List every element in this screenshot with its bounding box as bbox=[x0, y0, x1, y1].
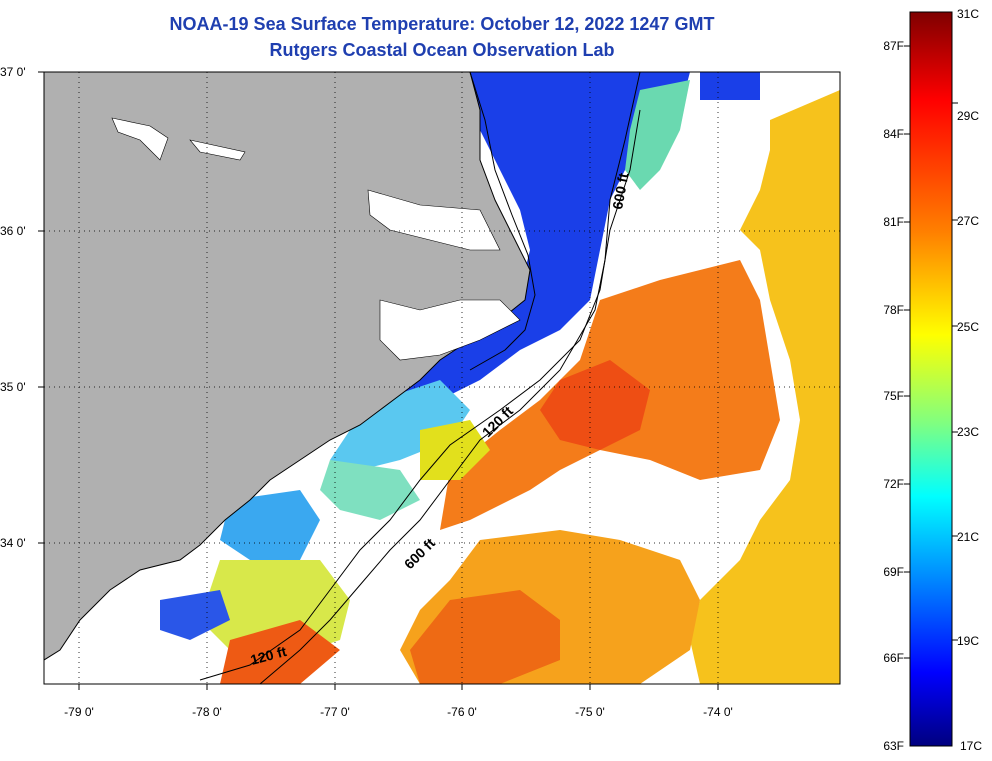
inland-water bbox=[111, 117, 521, 361]
colorbar-c-25: 25C bbox=[957, 320, 979, 334]
lat-label-36: 36 0' bbox=[0, 224, 26, 238]
colorbar-c-27: 27C bbox=[957, 214, 979, 228]
colorbar-c-23: 23C bbox=[957, 425, 979, 439]
colorbar-c-17: 17C bbox=[960, 739, 982, 753]
colorbar bbox=[909, 11, 953, 747]
colorbar-f-72: 72F bbox=[883, 477, 904, 491]
colorbar-c-29: 29C bbox=[957, 109, 979, 123]
colorbar-f-87: 87F bbox=[883, 39, 904, 53]
colorbar-f-84: 84F bbox=[883, 127, 904, 141]
lon-label-74: -74 0' bbox=[703, 705, 733, 719]
lat-label-34: 34 0' bbox=[0, 536, 26, 550]
map-subtitle: Rutgers Coastal Ocean Observation Lab bbox=[269, 40, 615, 60]
colorbar-f-75: 75F bbox=[883, 389, 904, 403]
map-panel: 600 ft 120 ft 600 ft 120 ft bbox=[44, 72, 840, 684]
lon-label-78: -78 0' bbox=[192, 705, 222, 719]
colorbar-c-21: 21C bbox=[957, 530, 979, 544]
lat-label-35: 35 0' bbox=[0, 380, 26, 394]
frame-ticks bbox=[38, 71, 719, 690]
map-frame bbox=[43, 71, 841, 685]
gridlines bbox=[44, 72, 840, 684]
colorbar-c-19: 19C bbox=[957, 634, 979, 648]
colorbar-f-66: 66F bbox=[883, 651, 904, 665]
colorbar-f-78: 78F bbox=[883, 303, 904, 317]
colorbar-f-81: 81F bbox=[883, 215, 904, 229]
lon-label-77: -77 0' bbox=[320, 705, 350, 719]
lon-label-79: -79 0' bbox=[64, 705, 94, 719]
lon-label-76: -76 0' bbox=[447, 705, 477, 719]
lon-label-75: -75 0' bbox=[575, 705, 605, 719]
isobath-label-600-north: 600 ft bbox=[609, 171, 631, 210]
colorbar-f-69: 69F bbox=[883, 565, 904, 579]
lat-label-37: 37 0' bbox=[0, 65, 26, 79]
colorbar-ticks bbox=[904, 45, 958, 659]
map-title: NOAA-19 Sea Surface Temperature: October… bbox=[169, 14, 715, 34]
isobaths bbox=[199, 72, 641, 684]
colorbar-c-31: 31C bbox=[957, 7, 979, 21]
colorbar-f-63: 63F bbox=[883, 739, 904, 753]
